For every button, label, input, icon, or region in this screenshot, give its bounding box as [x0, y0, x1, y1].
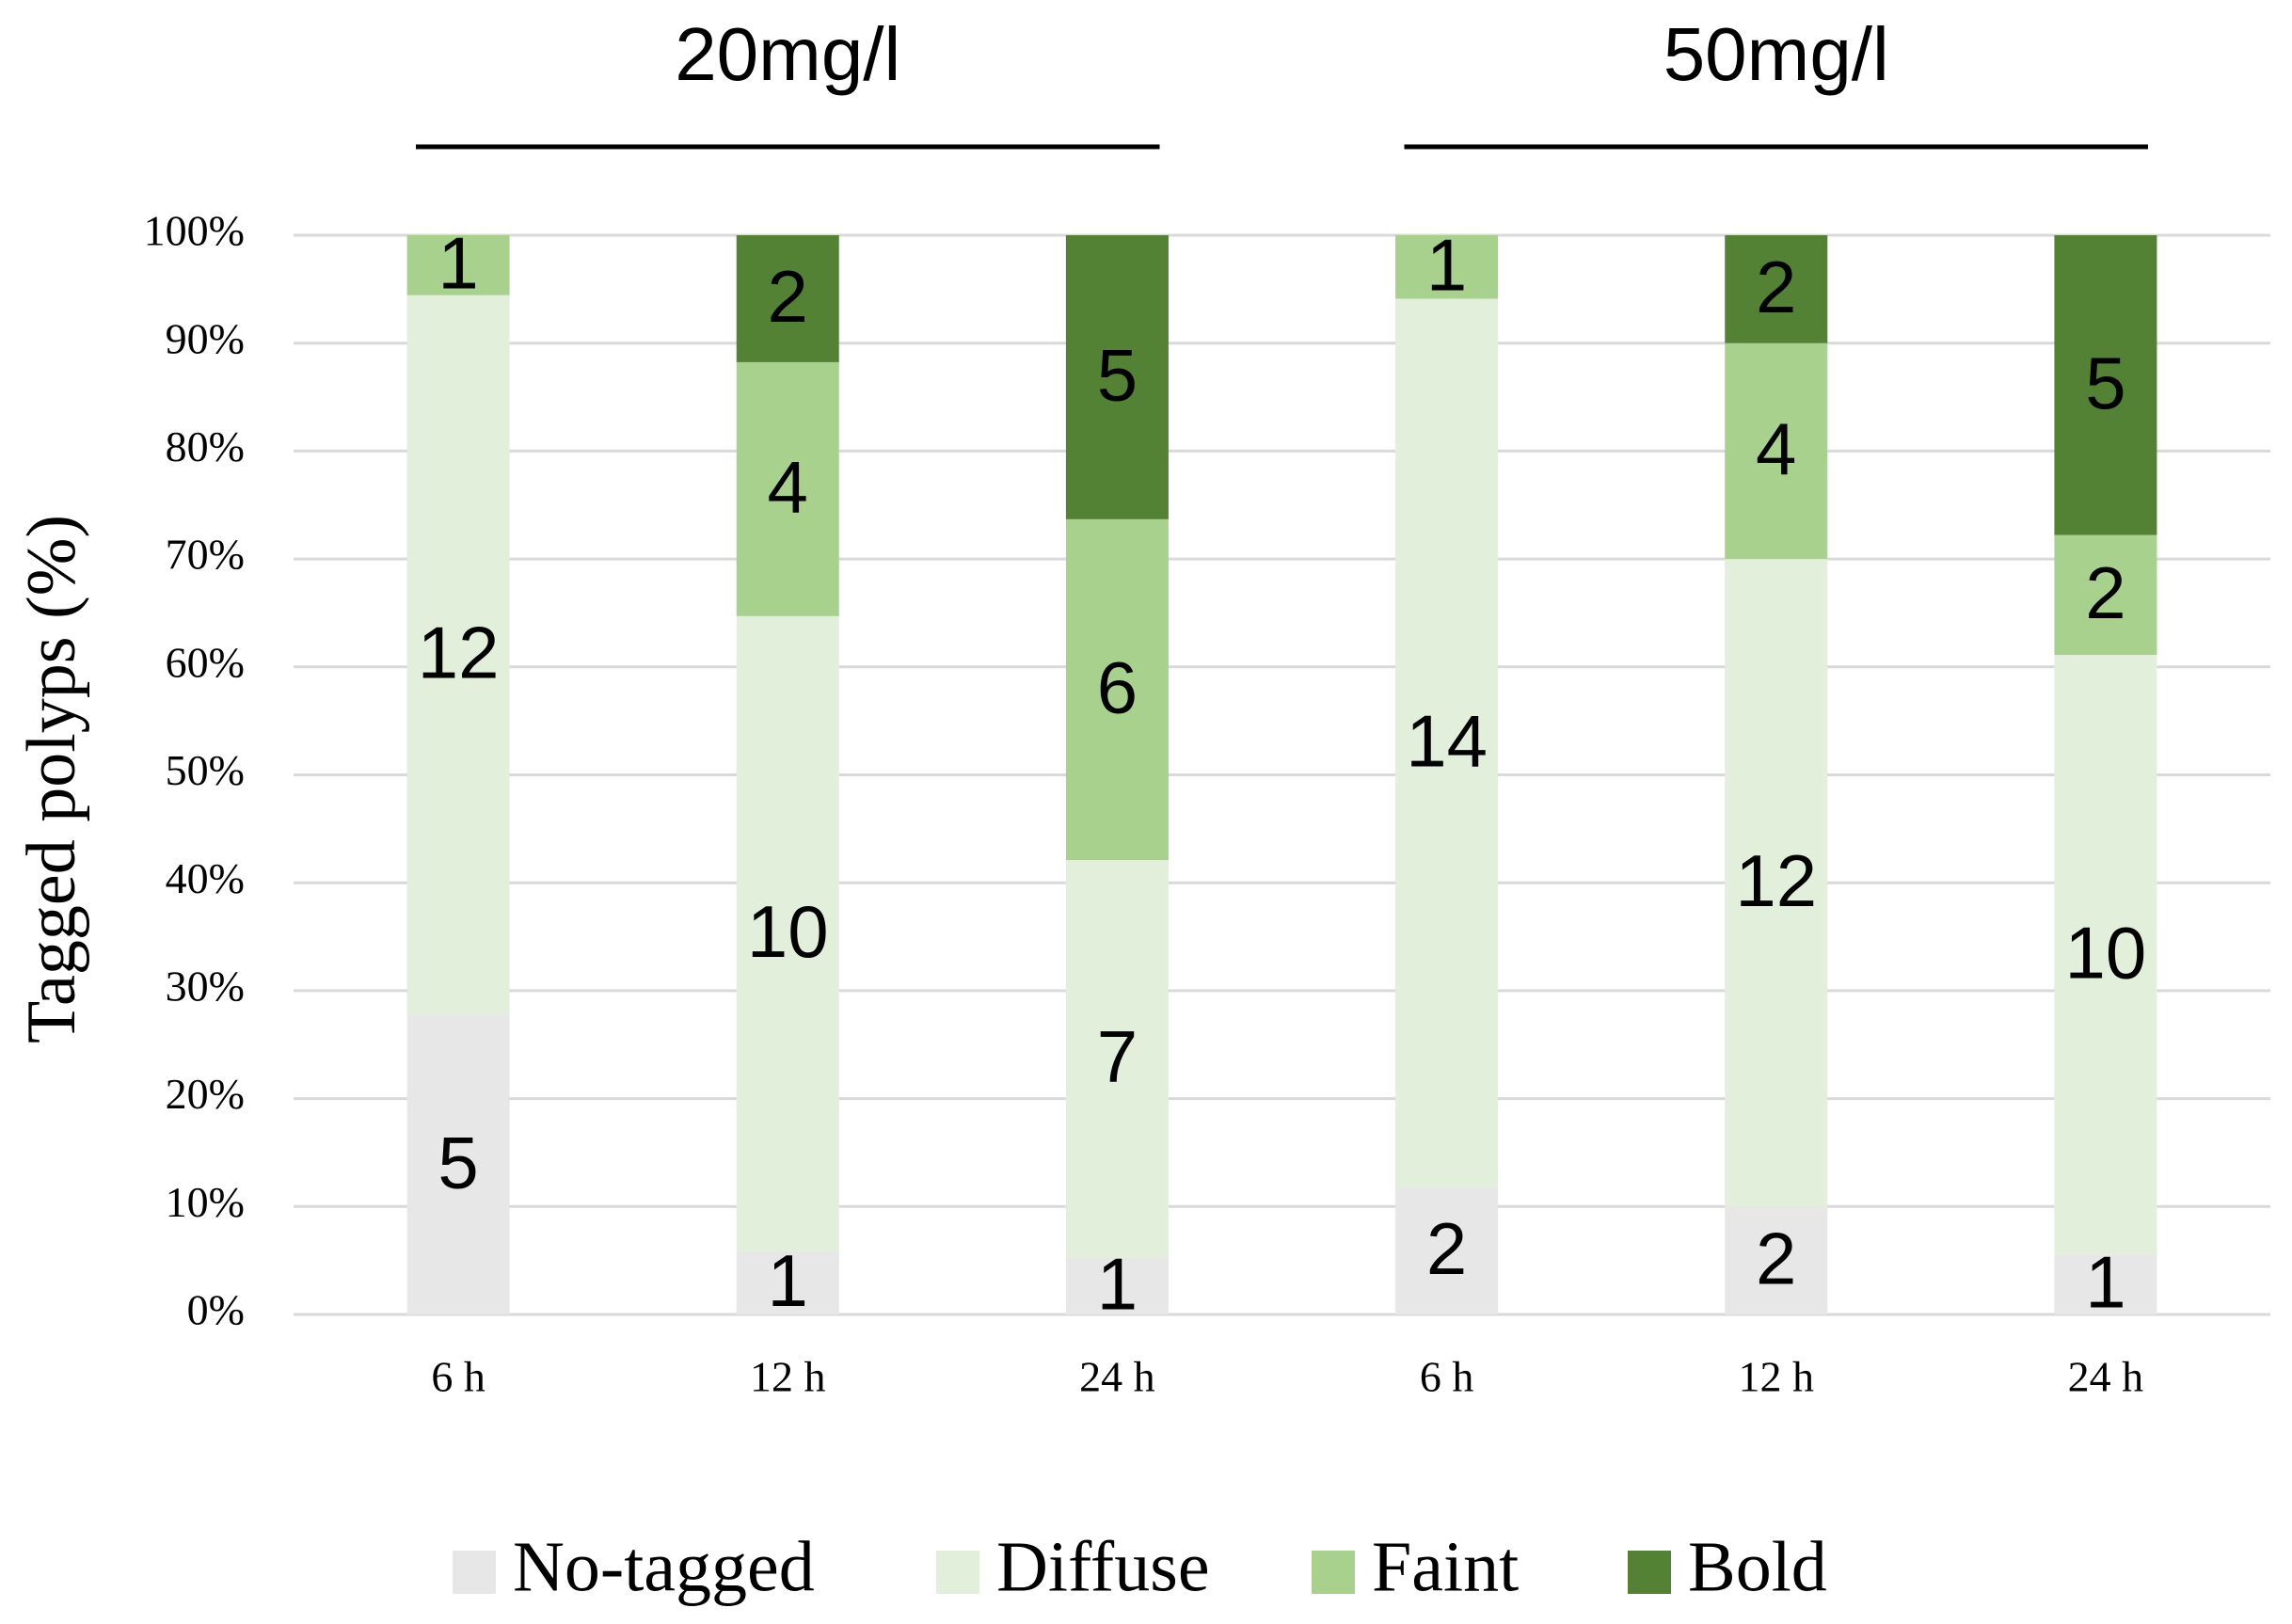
data-label: 5	[2085, 342, 2125, 424]
bar-segment	[1065, 235, 1169, 519]
bar-segment	[406, 235, 510, 295]
data-label: 1	[1426, 223, 1467, 306]
legend-label: Diffuse	[996, 1527, 1210, 1606]
data-label: 4	[1756, 407, 1796, 490]
bar-segment	[2054, 655, 2157, 1255]
y-tick-label: 40%	[166, 854, 245, 902]
y-tick-label: 0%	[187, 1286, 245, 1334]
bar-segment	[1725, 1206, 1828, 1314]
bar-segment	[1725, 342, 1828, 560]
y-tick-label: 60%	[166, 638, 245, 686]
bar-segment	[1065, 860, 1169, 1258]
data-label: 4	[768, 445, 808, 528]
data-label: 7	[1097, 1015, 1138, 1098]
bar-segment	[1065, 1257, 1169, 1314]
data-label: 2	[1756, 246, 1796, 328]
x-tick-label: 12 h	[750, 1353, 826, 1401]
bar-segment	[406, 295, 510, 1015]
y-tick-label: 10%	[166, 1178, 245, 1226]
bar-segment	[2054, 534, 2157, 656]
y-tick-label: 30%	[166, 962, 245, 1010]
bar-segment	[406, 1014, 510, 1314]
y-tick-label: 50%	[166, 746, 245, 794]
bar-segment	[736, 235, 839, 362]
data-label: 10	[2065, 911, 2147, 994]
data-label: 2	[2085, 551, 2125, 634]
bar-segment	[1725, 559, 1828, 1207]
bar-segment	[2054, 1254, 2157, 1314]
data-label: 1	[768, 1239, 808, 1322]
data-label: 2	[1756, 1217, 1796, 1299]
data-label: 6	[1097, 646, 1138, 729]
x-tick-label: 6 h	[431, 1353, 485, 1401]
x-tick-label: 24 h	[2068, 1353, 2144, 1401]
group-label: 50mg/l	[1663, 12, 1889, 96]
bar-segment	[1725, 235, 1828, 343]
y-tick-label: 90%	[166, 314, 245, 362]
bar-segment	[736, 361, 839, 616]
legend-swatch	[1628, 1551, 1671, 1594]
x-tick-label: 6 h	[1420, 1353, 1474, 1401]
legend-swatch	[1312, 1551, 1355, 1594]
legend-swatch	[936, 1551, 979, 1594]
x-tick-label: 24 h	[1079, 1353, 1155, 1401]
bar-segment	[1065, 518, 1169, 861]
y-tick-label: 100%	[144, 207, 245, 255]
y-tick-label: 70%	[166, 531, 245, 579]
x-tick-label: 12 h	[1739, 1353, 1815, 1401]
data-label: 5	[438, 1121, 478, 1203]
bar-segment	[2054, 235, 2157, 535]
data-label: 1	[2085, 1241, 2125, 1324]
y-axis-title: Tagged polyps (%)	[13, 515, 90, 1043]
data-label: 5	[1097, 334, 1138, 417]
bar-segment	[1395, 298, 1499, 1188]
data-label: 2	[1426, 1207, 1467, 1290]
legend-label: No-tagged	[513, 1527, 815, 1606]
legend-label: Bold	[1688, 1527, 1827, 1606]
legend-label: Faint	[1372, 1527, 1519, 1606]
data-label: 14	[1406, 699, 1488, 782]
legend-swatch	[453, 1551, 496, 1594]
group-label: 20mg/l	[675, 12, 900, 96]
data-label: 2	[768, 255, 808, 338]
y-tick-label: 80%	[166, 422, 245, 470]
y-tick-label: 20%	[166, 1070, 245, 1118]
bar-segment	[1395, 235, 1499, 299]
data-label: 1	[438, 221, 478, 304]
data-label: 10	[747, 890, 829, 973]
bar-segment	[736, 615, 839, 1251]
data-label: 12	[418, 612, 500, 694]
bar-segment	[736, 1250, 839, 1314]
data-label: 12	[1735, 839, 1817, 922]
bar-segment	[1395, 1187, 1499, 1314]
